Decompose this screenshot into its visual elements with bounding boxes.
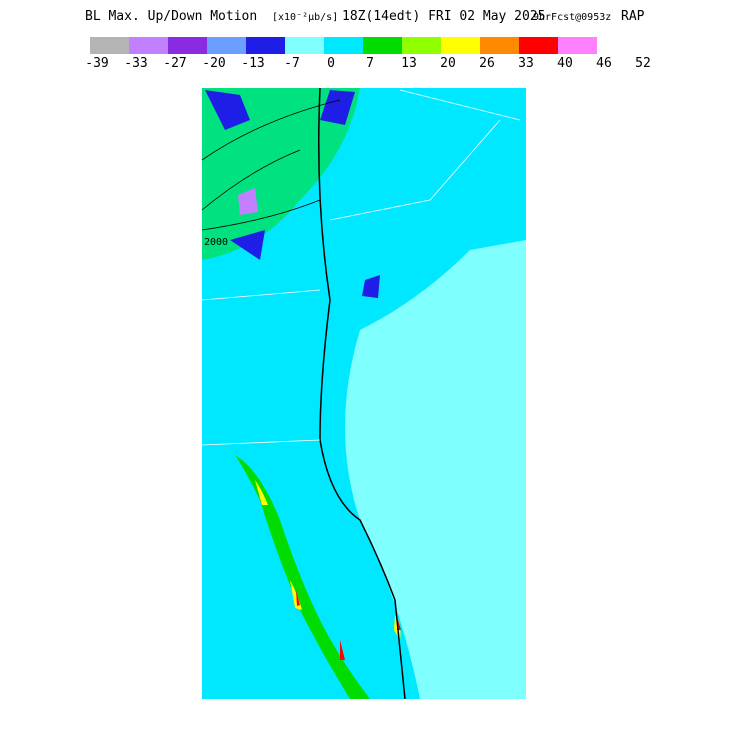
colorbar-swatch — [324, 37, 363, 54]
colorbar-label: 46 — [596, 56, 612, 71]
state-border — [201, 89, 521, 446]
coastline — [318, 87, 406, 700]
colorbar-label: -20 — [202, 56, 225, 71]
colorbar-swatch — [90, 37, 129, 54]
colorbar-swatch — [558, 37, 597, 54]
colorbar-label: 13 — [401, 56, 417, 71]
colorbar-swatch — [441, 37, 480, 54]
colorbar-label: 20 — [440, 56, 456, 71]
colorbar-swatch — [519, 37, 558, 54]
colorbar-label: 40 — [557, 56, 573, 71]
colorbar: -39 -33 -27 -20 -13 -7 0 7 13 20 26 33 40 46 52 — [85, 37, 651, 71]
colorbar-swatch — [402, 37, 441, 54]
weak-motion-area — [345, 240, 526, 699]
colorbar-swatch — [207, 37, 246, 54]
units: [x10⁻²μb/s] — [272, 12, 338, 23]
colorbar-label: -7 — [284, 56, 300, 71]
colorbar-label: 26 — [479, 56, 495, 71]
colorbar-swatch — [285, 37, 324, 54]
upslope-area — [202, 88, 360, 260]
colorbar-label: -39 — [85, 56, 108, 71]
purple-core — [238, 188, 258, 215]
forecast-info: 9hrFcst@0953z — [533, 12, 611, 23]
colorbar-swatch — [129, 37, 168, 54]
colorbar-label: 0 — [327, 56, 335, 71]
height-contour — [201, 99, 341, 231]
colorbar-swatch — [168, 37, 207, 54]
colorbar-label: -27 — [163, 56, 186, 71]
colorbar-swatch — [363, 37, 402, 54]
colorbar-label: -13 — [241, 56, 264, 71]
colorbar-label: 52 — [635, 56, 651, 71]
coastal-band — [235, 455, 370, 699]
map: 2000 — [201, 87, 526, 700]
valid-time: 18Z(14edt) FRI 02 May 2025 — [342, 9, 546, 24]
model-name: RAP — [621, 9, 645, 24]
title: BL Max. Up/Down Motion — [85, 9, 257, 24]
colorbar-swatch — [480, 37, 519, 54]
colorbar-swatch — [246, 37, 285, 54]
contour-label: 2000 — [204, 237, 228, 248]
colorbar-label: 33 — [518, 56, 534, 71]
colorbar-label: -33 — [124, 56, 147, 71]
colorbar-label: 7 — [366, 56, 374, 71]
sinking-area — [205, 90, 380, 298]
